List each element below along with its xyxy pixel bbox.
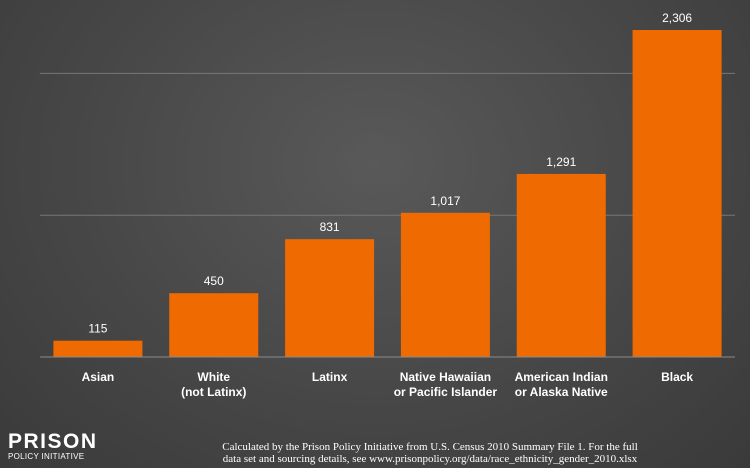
logo-line-2: POLICY INITIATIVE [8, 452, 85, 461]
category-label-1-1: (not Latinx) [181, 385, 246, 399]
logo-line-1: PRISON [8, 430, 98, 453]
value-label-4: 1,291 [546, 155, 576, 169]
category-label-3-0: Native Hawaiian [400, 370, 491, 384]
category-label-5-0: Black [661, 370, 693, 384]
category-label-1-0: White [197, 370, 230, 384]
prison-policy-initiative-logo: PRISON POLICY INITIATIVE [8, 430, 98, 462]
value-label-5: 2,306 [662, 11, 692, 25]
value-label-2: 831 [320, 220, 340, 234]
category-label-2-0: Latinx [312, 370, 348, 384]
footnote-line-1: Calculated by the Prison Policy Initiati… [222, 441, 638, 453]
source-footnote: Calculated by the Prison Policy Initiati… [120, 441, 740, 465]
bar-5 [632, 30, 722, 358]
category-label-0-0: Asian [82, 370, 115, 384]
category-label-3-1: or Pacific Islander [394, 385, 498, 399]
value-label-1: 450 [204, 274, 224, 288]
category-label-4-1: or Alaska Native [515, 385, 608, 399]
value-label-0: 115 [88, 322, 107, 336]
footnote-line-2: data set and sourcing details, see www.p… [222, 453, 638, 465]
bar-2 [285, 239, 375, 357]
bar-3 [400, 212, 490, 357]
bar-chart: 115 Asian 450 White(not Latinx) 831 Latinx 1,0… [40, 11, 735, 399]
bar-4 [516, 173, 606, 357]
bar-1 [169, 293, 259, 357]
bar-0 [53, 340, 143, 357]
category-label-4-0: American Indian [515, 370, 608, 384]
value-label-3: 1,017 [430, 194, 460, 208]
